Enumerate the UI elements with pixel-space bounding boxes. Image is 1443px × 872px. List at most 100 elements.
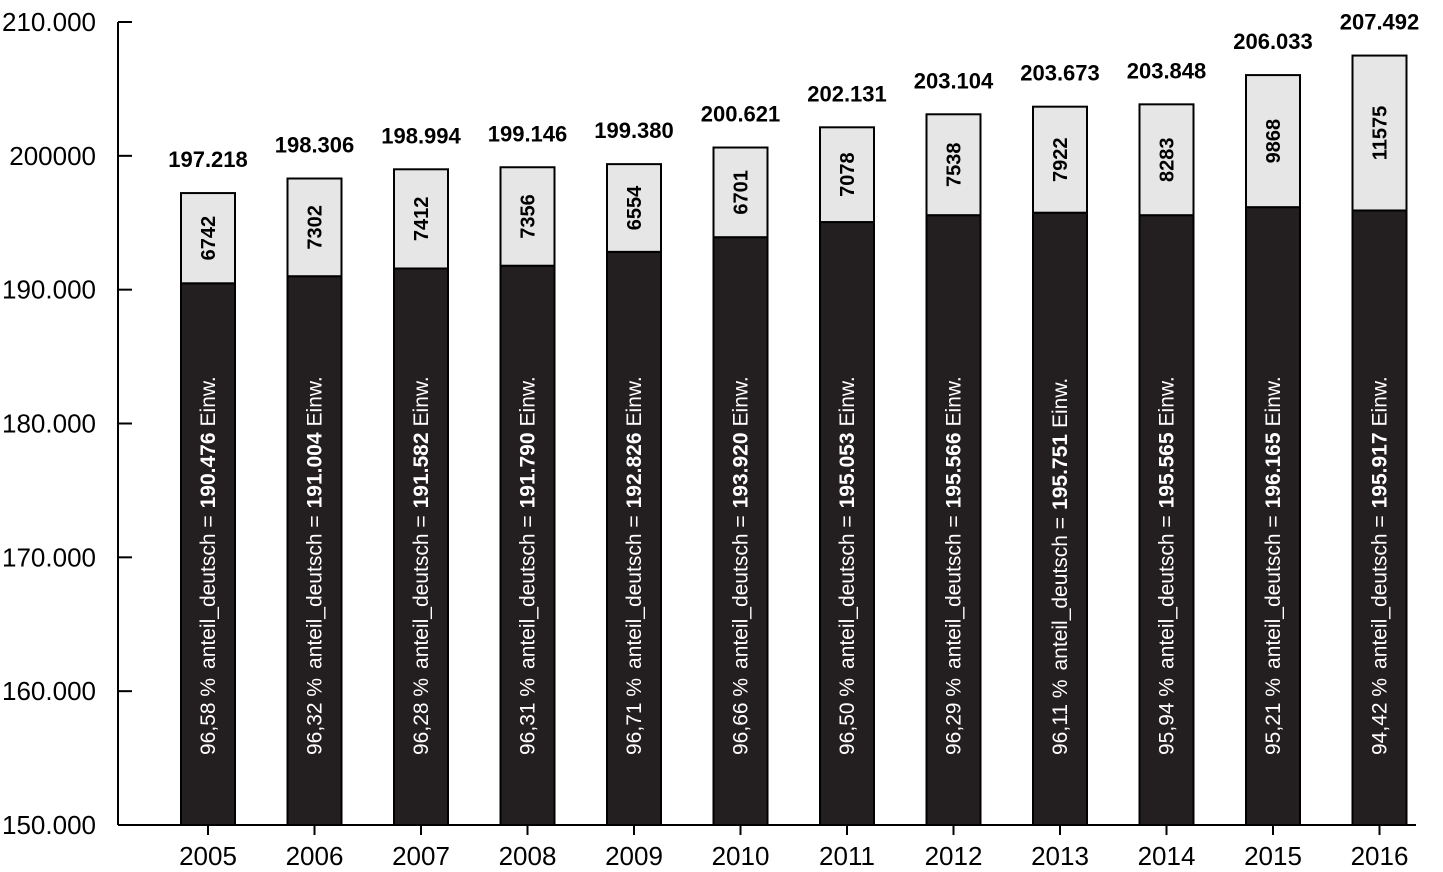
y-tick-label: 190.000 (2, 275, 96, 305)
german-value: 195.053 (836, 432, 859, 508)
bar-german-2013 (1032, 211, 1088, 827)
german-percent: 96,11 % (1049, 680, 1072, 756)
german-text-suffix: Einw. (943, 376, 966, 426)
german-text-suffix: Einw. (197, 376, 220, 426)
german-share-label-2016: 94,42 % anteil_deutsch = 195.917 Einw. (1369, 376, 1392, 755)
y-tick-label: 180.000 (2, 409, 96, 439)
total-label-2012: 203.104 (914, 68, 994, 93)
german-share-label-2007: 96,28 % anteil_deutsch = 191.582 Einw. (410, 376, 433, 755)
x-tick-label-2014: 2014 (1138, 841, 1196, 871)
y-tick-label: 150.000 (2, 810, 96, 840)
german-share-label-2010: 96,66 % anteil_deutsch = 193.920 Einw. (730, 376, 753, 755)
german-text-middle: anteil_deutsch = (1049, 517, 1072, 671)
bar-german-2005 (180, 282, 236, 826)
foreign-value-label-2008: 7356 (518, 194, 540, 239)
german-text-middle: anteil_deutsch = (1156, 515, 1179, 669)
german-text-suffix: Einw. (730, 376, 753, 426)
y-tick-label: 170.000 (2, 542, 96, 572)
bar-foreign-2005 (180, 192, 236, 285)
german-text-suffix: Einw. (1156, 376, 1179, 426)
german-value: 191.004 (304, 432, 327, 508)
german-percent: 96,66 % (730, 678, 753, 755)
german-percent: 96,31 % (517, 678, 540, 755)
german-share-label-2009: 96,71 % anteil_deutsch = 192.826 Einw. (623, 376, 646, 755)
german-percent: 96,71 % (623, 678, 646, 755)
foreign-value-label-2015: 9868 (1263, 119, 1285, 164)
total-label-2013: 203.673 (1020, 61, 1100, 86)
german-value: 192.826 (623, 432, 646, 508)
german-share-label-2005: 96,58 % anteil_deutsch = 190.476 Einw. (197, 376, 220, 755)
bar-foreign-2007 (393, 168, 449, 270)
german-value: 191.582 (410, 432, 433, 508)
total-label-2009: 199.380 (594, 118, 674, 143)
german-value: 193.920 (730, 432, 753, 508)
y-axis: 150.000 160.000 170.000 180.000 190.000 20000… (2, 7, 132, 840)
german-share-label-2013: 96,11 % anteil_deutsch = 195.751 Einw. (1049, 378, 1072, 755)
german-text-middle: anteil_deutsch = (197, 515, 220, 669)
x-tick-label-2006: 2006 (286, 841, 344, 871)
german-text-middle: anteil_deutsch = (304, 515, 327, 669)
bar-german-2006 (286, 275, 343, 826)
foreign-value-label-2006: 7302 (305, 205, 327, 250)
x-tick-label-2010: 2010 (712, 841, 770, 871)
x-tick-label-2015: 2015 (1244, 841, 1302, 871)
bar-foreign-2013 (1032, 105, 1088, 214)
german-text-middle: anteil_deutsch = (943, 515, 966, 669)
x-tick-label-2016: 2016 (1351, 841, 1409, 871)
german-text-suffix: Einw. (623, 376, 646, 426)
german-share-label-2011: 96,50 % anteil_deutsch = 195.053 Einw. (836, 376, 859, 755)
german-share-label-2014: 95,94 % anteil_deutsch = 195.565 Einw. (1156, 376, 1179, 755)
bar-foreign-2012 (925, 113, 982, 217)
german-text-middle: anteil_deutsch = (730, 515, 753, 669)
german-text-middle: anteil_deutsch = (623, 515, 646, 669)
x-tick-label-2013: 2013 (1031, 841, 1089, 871)
x-tick-label-2009: 2009 (605, 841, 663, 871)
german-percent: 96,50 % (836, 678, 859, 755)
y-tick-label: 160.000 (2, 676, 96, 706)
german-value: 195.565 (1156, 432, 1179, 508)
german-text-suffix: Einw. (1049, 378, 1072, 428)
german-text-middle: anteil_deutsch = (517, 515, 540, 669)
german-text-middle: anteil_deutsch = (1262, 515, 1285, 669)
german-text-suffix: Einw. (1262, 376, 1285, 426)
bar-foreign-2010 (712, 146, 769, 239)
german-value: 191.790 (517, 432, 540, 508)
german-text-middle: anteil_deutsch = (836, 515, 859, 669)
foreign-value-label-2012: 7538 (944, 142, 966, 187)
bar-german-2014 (1138, 214, 1195, 826)
bar-german-2016 (1351, 209, 1408, 826)
bar-foreign-2008 (499, 166, 556, 267)
german-text-suffix: Einw. (410, 376, 433, 426)
foreign-value-label-2005: 6742 (198, 216, 220, 260)
total-label-2015: 206.033 (1233, 29, 1313, 54)
german-percent: 96,32 % (304, 678, 327, 755)
x-axis: 2005 2006 2007 2008 2009 2010 2011 2012 2013 2014… (118, 824, 1416, 871)
german-value: 190.476 (197, 432, 220, 508)
total-label-2005: 197.218 (168, 147, 248, 172)
y-tick-label: 200000 (9, 141, 96, 171)
bar-german-2015 (1245, 206, 1301, 827)
german-share-label-2015: 95,21 % anteil_deutsch = 196.165 Einw. (1262, 376, 1285, 755)
german-percent: 96,28 % (410, 678, 433, 755)
german-percent: 96,29 % (943, 678, 966, 755)
german-share-label-2012: 96,29 % anteil_deutsch = 195.566 Einw. (943, 376, 966, 755)
foreign-value-label-2011: 7078 (837, 152, 859, 197)
german-text-suffix: Einw. (1369, 376, 1392, 426)
german-value: 196.165 (1262, 432, 1285, 508)
total-label-2007: 198.994 (381, 123, 461, 148)
total-label-2008: 199.146 (488, 121, 568, 146)
german-text-middle: anteil_deutsch = (410, 515, 433, 669)
bar-foreign-2015 (1245, 74, 1301, 209)
total-label-2014: 203.848 (1127, 58, 1207, 83)
bars: 197.218 6742 96,58 % anteil_deutsch = 190.47… (168, 10, 1419, 827)
german-percent: 95,94 % (1156, 678, 1179, 755)
foreign-value-label-2014: 8283 (1157, 138, 1179, 183)
bar-german-2010 (712, 236, 769, 827)
bar-foreign-2014 (1138, 103, 1195, 217)
german-percent: 95,21 % (1262, 678, 1285, 755)
bar-foreign-2011 (819, 126, 875, 224)
bar-german-2007 (393, 267, 449, 826)
y-tick-label: 210.000 (2, 7, 96, 37)
x-tick-label-2011: 2011 (819, 841, 875, 871)
